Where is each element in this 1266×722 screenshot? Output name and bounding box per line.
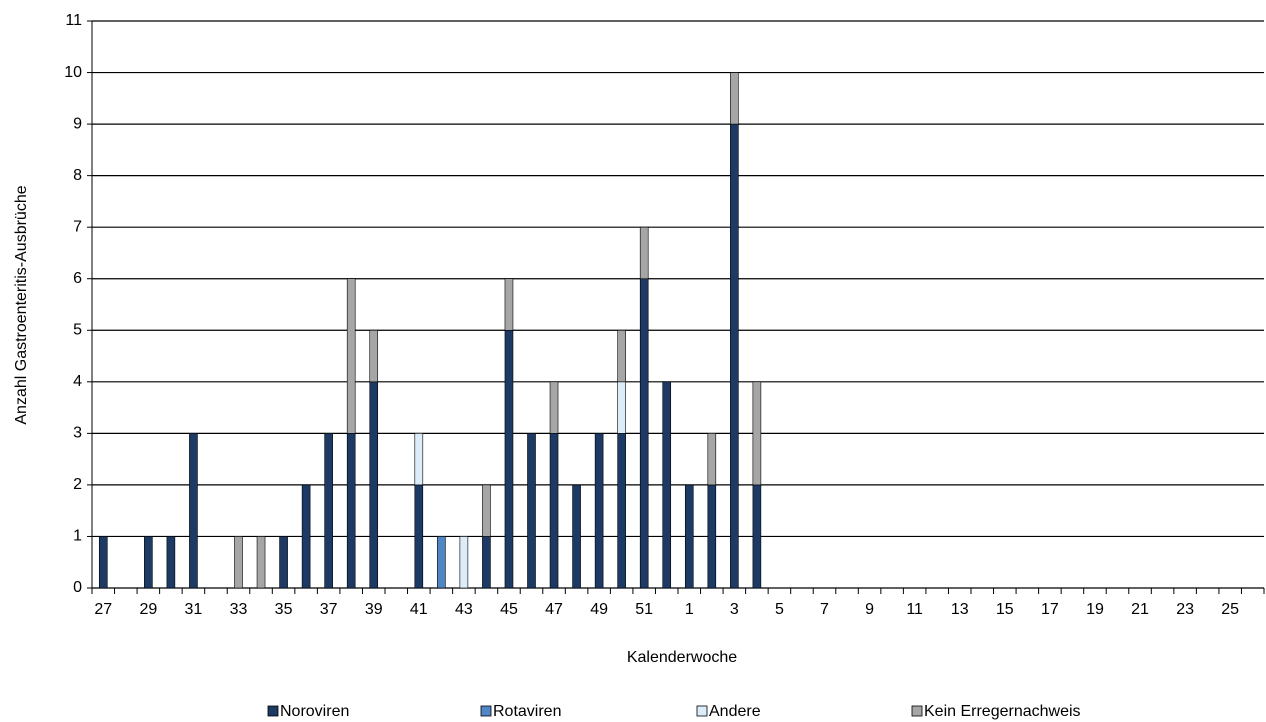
bar-segment	[527, 433, 536, 589]
x-tick-label: 15	[996, 601, 1014, 618]
legend-swatch	[911, 705, 923, 717]
x-tick-label: 19	[1086, 601, 1104, 618]
y-tick-label: 7	[73, 218, 82, 235]
x-tick-label: 39	[365, 601, 383, 618]
x-tick-label: 31	[185, 601, 203, 618]
bar-segment	[617, 329, 626, 383]
bar-segment	[684, 484, 694, 589]
x-tick-label: 9	[865, 601, 874, 618]
y-axis-label: Anzahl Gastroenteritis-Ausbrüche	[13, 185, 30, 424]
x-tick-label: 41	[410, 601, 428, 618]
legend-label: Kein Erregernachweis	[924, 703, 1081, 720]
bar-segment	[549, 381, 559, 434]
bar-segment	[730, 72, 739, 125]
bar-segment	[639, 278, 649, 589]
bar-segment	[730, 123, 739, 589]
y-tick-label: 8	[73, 167, 82, 184]
bar-segment	[279, 536, 288, 589]
x-tick-label: 33	[230, 601, 248, 618]
bar-segment	[437, 536, 446, 589]
bar-segment	[256, 536, 266, 589]
bar-segment	[639, 226, 649, 280]
bar-segment	[166, 536, 176, 589]
bar-segment	[346, 278, 356, 434]
bar-segment	[617, 381, 626, 434]
bar-segment	[504, 278, 514, 331]
x-tick-label: 17	[1041, 601, 1059, 618]
bar-segment	[482, 536, 491, 589]
x-tick-label: 11	[906, 601, 923, 618]
bar-segment	[752, 381, 762, 486]
x-tick-label: 35	[275, 601, 293, 618]
legend-swatch	[696, 705, 708, 717]
x-tick-label: 49	[590, 601, 608, 618]
legend-swatch	[267, 705, 279, 717]
y-tick-label: 9	[73, 115, 82, 132]
x-tick-label: 43	[455, 601, 473, 618]
legend-label: Andere	[709, 703, 761, 720]
x-tick-label: 21	[1131, 601, 1149, 618]
bar-segment	[752, 484, 762, 589]
bar-segment	[324, 433, 333, 589]
legend-label: Rotaviren	[493, 703, 561, 720]
bar-segment	[301, 484, 311, 589]
bar-segment	[572, 484, 581, 589]
bar-segment	[369, 381, 379, 589]
bar-segment	[617, 433, 626, 589]
y-tick-label: 10	[64, 64, 82, 81]
x-tick-label: 37	[320, 601, 338, 618]
x-tick-label: 27	[94, 601, 112, 618]
bar-segment	[234, 536, 243, 589]
x-tick-label: 47	[545, 601, 563, 618]
x-axis-label: Kalenderwoche	[627, 649, 737, 666]
x-tick-label: 5	[775, 601, 784, 618]
y-tick-label: 6	[73, 270, 82, 287]
bar-segment	[144, 536, 153, 589]
x-tick-label: 1	[685, 601, 694, 618]
x-tick-label: 29	[139, 601, 157, 618]
bar-segment	[414, 484, 424, 589]
y-tick-label: 4	[73, 373, 82, 390]
bar-segment	[414, 433, 424, 486]
bar-segment	[549, 433, 559, 589]
x-tick-label: 51	[635, 601, 653, 618]
bar-segment	[594, 433, 604, 589]
bar-segment	[369, 329, 379, 383]
bar-segment	[662, 381, 672, 589]
bar-segment	[189, 433, 198, 589]
bar-segment	[482, 484, 491, 537]
bar-segment	[504, 329, 514, 589]
y-tick-label: 1	[73, 528, 82, 545]
y-tick-label: 0	[73, 579, 82, 596]
x-tick-label: 7	[820, 601, 829, 618]
x-tick-label: 25	[1221, 601, 1239, 618]
x-tick-label: 45	[500, 601, 518, 618]
x-tick-label: 23	[1176, 601, 1194, 618]
y-tick-label: 11	[65, 12, 82, 29]
y-tick-label: 3	[73, 425, 82, 442]
y-tick-label: 2	[73, 476, 82, 493]
bar-segment	[707, 484, 717, 589]
bar-segment	[346, 433, 356, 589]
legend-swatch	[480, 705, 492, 717]
bar-segment	[707, 433, 717, 486]
bar-segment	[459, 536, 469, 589]
legend-label: Noroviren	[280, 703, 349, 720]
bar-segment	[98, 536, 108, 589]
y-tick-label: 5	[73, 321, 82, 338]
x-tick-label: 13	[951, 601, 969, 618]
x-tick-label: 3	[730, 601, 739, 618]
